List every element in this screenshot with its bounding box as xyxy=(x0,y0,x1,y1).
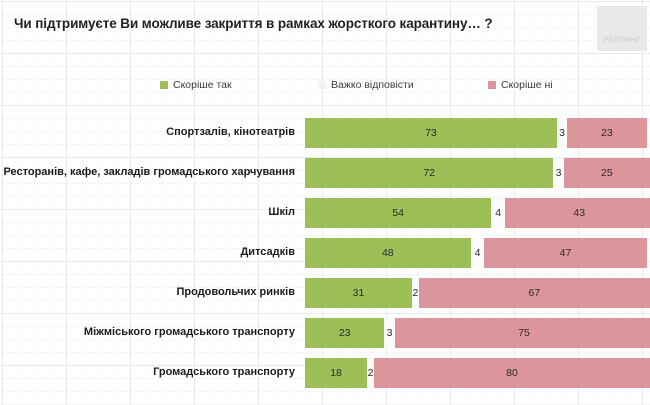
category-label: Продовольчих ринків xyxy=(176,286,295,299)
bar-value-label: 18 xyxy=(330,367,342,379)
bar-value-label: 23 xyxy=(338,327,351,339)
bar-value-label: 43 xyxy=(573,207,586,219)
bar-value-label: 31 xyxy=(352,287,365,299)
legend-swatch-no xyxy=(488,81,496,89)
bar-value-label: 2 xyxy=(367,367,374,379)
bar-segment-no[interactable]: 75 xyxy=(394,318,650,348)
bar-segment-hard[interactable]: 3 xyxy=(553,158,564,188)
watermark-text: РЕЙТИНГ xyxy=(603,35,641,44)
bar-segment-hard[interactable]: 3 xyxy=(556,118,568,148)
bar-value-label: 72 xyxy=(423,167,436,179)
bar-segment-yes[interactable]: 18 xyxy=(305,358,368,388)
chart-row: Спортзалів, кінотеатрів 73 3 23 xyxy=(0,118,650,148)
category-label: Міжміського громадського транспорту xyxy=(83,326,295,339)
bar-segment-hard[interactable]: 2 xyxy=(367,358,374,388)
bar-segment-yes[interactable]: 23 xyxy=(305,318,385,348)
category-label: Громадського транспорту xyxy=(153,366,295,379)
bar-segment-hard[interactable]: 4 xyxy=(470,238,485,268)
bar-segment-no[interactable]: 47 xyxy=(484,238,647,268)
bar-value-label: 54 xyxy=(392,207,404,219)
bar-segment-hard[interactable]: 2 xyxy=(411,278,419,308)
chart-row: Громадського транспорту 18 2 80 xyxy=(0,358,650,388)
bar-value-label: 47 xyxy=(559,247,572,259)
chart-row: Шкіл 54 4 43 xyxy=(0,198,650,228)
bar-value-label: 4 xyxy=(474,247,481,259)
legend-item-hard[interactable]: Важко відповісти xyxy=(318,79,414,91)
bar-group: 54 4 43 xyxy=(305,198,650,228)
bar-value-label: 80 xyxy=(506,367,518,379)
bar-value-label: 73 xyxy=(425,127,437,139)
bar-segment-yes[interactable]: 73 xyxy=(305,118,557,148)
bar-group: 73 3 23 xyxy=(305,118,650,148)
chart-row: Міжміського громадського транспорту 23 3 75 xyxy=(0,318,650,348)
chart-row: Ресторанів, кафе, закладів громадського … xyxy=(0,158,650,188)
legend-item-yes[interactable]: Скоріше так xyxy=(160,79,232,91)
watermark-logo: РЕЙТИНГ xyxy=(597,6,647,51)
legend-label-yes: Скоріше так xyxy=(173,79,232,91)
legend-label-hard: Важко відповісти xyxy=(331,79,414,91)
bar-segment-yes[interactable]: 54 xyxy=(305,198,492,228)
bar-segment-no[interactable]: 67 xyxy=(418,278,650,308)
bar-value-label: 3 xyxy=(555,167,562,179)
bar-value-label: 3 xyxy=(559,127,565,139)
chart-legend: Скоріше так Важко відповісти Скоріше ні xyxy=(0,79,650,95)
bar-group: 18 2 80 xyxy=(305,358,650,388)
bar-value-label: 75 xyxy=(518,327,530,339)
bar-value-label: 67 xyxy=(528,287,541,299)
bar-group: 23 3 75 xyxy=(305,318,650,348)
bar-value-label: 4 xyxy=(495,207,502,219)
stacked-bar-chart: Спортзалів, кінотеатрів 73 3 23 Ресторанів, … xyxy=(0,112,650,397)
bar-group: 31 2 67 xyxy=(305,278,650,308)
bar-segment-hard[interactable]: 3 xyxy=(384,318,395,348)
page-title: Чи підтримуєте Ви можливе закриття в рам… xyxy=(14,16,493,31)
chart-row: Дитсадків 48 4 47 xyxy=(0,238,650,268)
bar-value-label: 23 xyxy=(601,127,613,139)
category-label: Спортзалів, кінотеатрів xyxy=(166,126,295,139)
bar-segment-yes[interactable]: 72 xyxy=(305,158,554,188)
legend-item-no[interactable]: Скоріше ні xyxy=(488,79,553,91)
bar-segment-no[interactable]: 23 xyxy=(567,118,647,148)
legend-label-no: Скоріше ні xyxy=(501,79,553,91)
bar-value-label: 48 xyxy=(381,247,394,259)
bar-value-label: 25 xyxy=(601,167,613,179)
bar-segment-no[interactable]: 80 xyxy=(373,358,650,388)
bar-value-label: 2 xyxy=(412,287,419,299)
legend-swatch-hard xyxy=(318,81,326,89)
bar-group: 48 4 47 xyxy=(305,238,650,268)
category-label: Ресторанів, кафе, закладів громадського … xyxy=(3,166,295,179)
bar-group: 72 3 25 xyxy=(305,158,650,188)
legend-swatch-yes xyxy=(160,81,168,89)
bar-segment-yes[interactable]: 31 xyxy=(305,278,412,308)
category-label: Шкіл xyxy=(268,206,295,219)
bar-segment-no[interactable]: 25 xyxy=(563,158,650,188)
bar-segment-hard[interactable]: 4 xyxy=(491,198,506,228)
chart-row: Продовольчих ринків 31 2 67 xyxy=(0,278,650,308)
bar-segment-no[interactable]: 43 xyxy=(505,198,650,228)
bar-segment-yes[interactable]: 48 xyxy=(305,238,471,268)
category-label: Дитсадків xyxy=(240,246,295,259)
bar-value-label: 3 xyxy=(386,327,393,339)
